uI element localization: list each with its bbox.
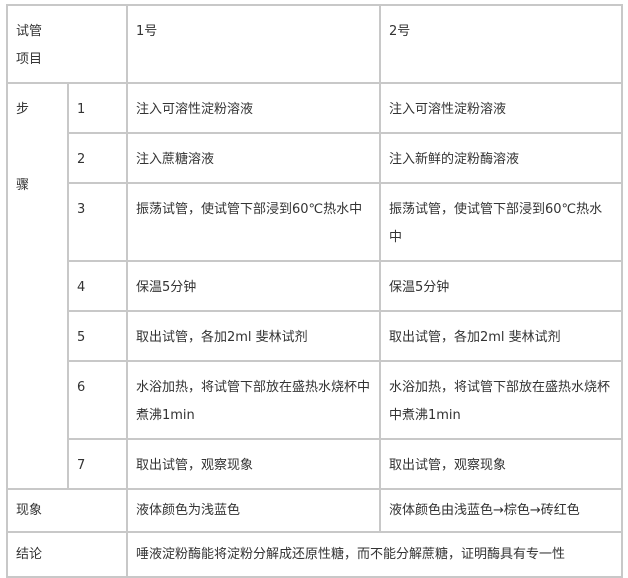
phenomenon-row: 现象 液体颜色为浅蓝色 液体颜色由浅蓝色→棕色→砖红色 [6,488,623,533]
step-number: 4 [67,260,128,312]
header-corner: 试管 项目 [6,4,128,84]
step-number: 7 [67,438,128,490]
step-tube1: 水浴加热，将试管下部放在盛热水烧杯中煮沸1min [126,360,381,440]
phenomenon-tube2: 液体颜色由浅蓝色→棕色→砖红色 [379,488,623,533]
table-row: 步骤 1 注入可溶性淀粉溶液 注入可溶性淀粉溶液 [6,82,623,490]
step-tube1: 保温5分钟 [126,260,381,312]
step-tube1: 注入蔗糖溶液 [126,132,381,184]
conclusion-label: 结论 [6,531,128,578]
header-row: 试管项目 1号 2号 [6,4,623,84]
steps-label-top: 步 [16,102,30,117]
steps-label-bottom: 骤 [16,178,30,193]
step-tube1: 取出试管，观察现象 [126,438,381,490]
table-row: 2 注入蔗糖溶液 注入新鲜的淀粉酶溶液 [7,132,623,184]
experiment-table: 试管 项目 1号 2号 步骤 1 注入可溶性淀粉溶液 注入可溶性淀粉溶液 2 注入… [6,4,623,578]
table-row: 7 取出试管，观察现象 取出试管，观察现象 [7,438,623,490]
conclusion-text: 唾液淀粉酶能将淀粉分解成还原性糖，而不能分解蔗糖，证明酶具有专一性 [126,531,623,578]
step-tube1: 振荡试管，使试管下部浸到60℃热水中 [126,182,381,262]
step-number: 1 [67,82,128,134]
header-tube2: 2号 [379,4,623,84]
step-number: 3 [67,182,128,262]
header-tube1: 1号 [126,4,381,84]
step-tube2: 注入新鲜的淀粉酶溶液 [379,132,623,184]
table-row: 4 保温5分钟 保温5分钟 [7,260,623,312]
header-item-label: 项目 [16,52,43,67]
step-number: 2 [67,132,128,184]
phenomenon-tube1: 液体颜色为浅蓝色 [126,488,381,533]
step-number: 5 [67,310,128,362]
table-row: 6 水浴加热，将试管下部放在盛热水烧杯中煮沸1min 水浴加热，将试管下部放在盛… [7,360,623,440]
steps-label: 步骤 [6,82,69,490]
step-tube2: 取出试管，各加2ml 斐林试剂 [379,310,623,362]
step-tube2: 注入可溶性淀粉溶液 [379,82,623,134]
step-tube1: 注入可溶性淀粉溶液 [126,82,381,134]
phenomenon-label: 现象 [6,488,128,533]
step-number: 6 [67,360,128,440]
table-row: 5 取出试管，各加2ml 斐林试剂 取出试管，各加2ml 斐林试剂 [7,310,623,362]
step-tube2: 保温5分钟 [379,260,623,312]
step-tube2: 水浴加热，将试管下部放在盛热水烧杯中煮沸1min [379,360,623,440]
table-row: 3 振荡试管，使试管下部浸到60℃热水中 振荡试管，使试管下部浸到60℃热水中 [7,182,623,262]
step-tube2: 取出试管，观察现象 [379,438,623,490]
header-tube-label: 试管 [16,24,43,39]
conclusion-row: 结论 唾液淀粉酶能将淀粉分解成还原性糖，而不能分解蔗糖，证明酶具有专一性 [6,531,623,578]
step-tube1: 取出试管，各加2ml 斐林试剂 [126,310,381,362]
step-tube2: 振荡试管，使试管下部浸到60℃热水中 [379,182,623,262]
